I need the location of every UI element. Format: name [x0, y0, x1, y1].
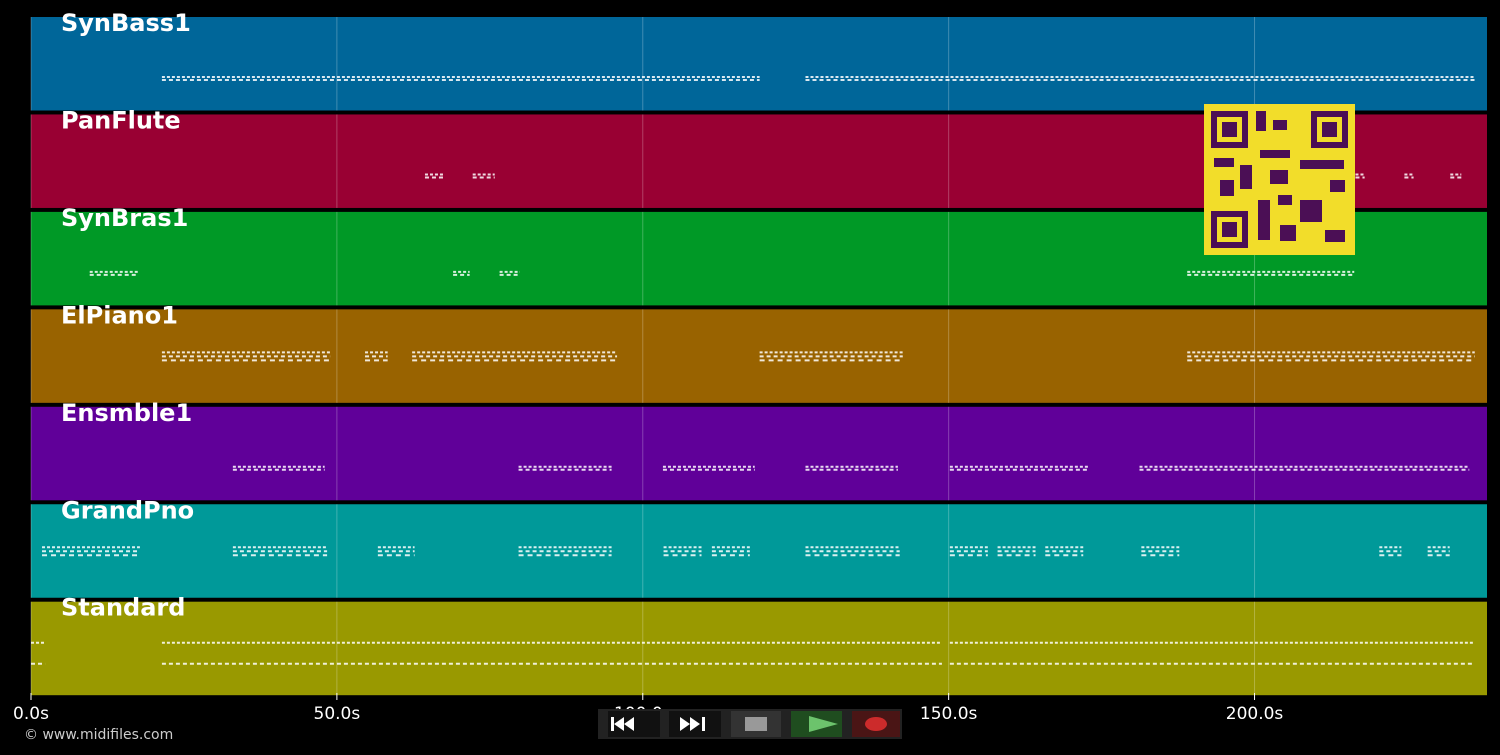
stop-button[interactable]: [731, 711, 781, 737]
tick-label: 50.0s: [314, 704, 361, 724]
note-span: [1141, 546, 1180, 557]
note-span: [1404, 173, 1414, 179]
note-span: [1139, 465, 1470, 471]
note-span: [1450, 173, 1462, 179]
track-label: SynBras1: [61, 204, 188, 232]
track-label: Ensmble1: [61, 399, 192, 427]
tick-label: 200.0s: [1226, 704, 1284, 724]
track-label: PanFlute: [61, 106, 181, 134]
note-span: [949, 546, 988, 557]
note-span: [663, 546, 702, 557]
tick-label: 150.0s: [920, 704, 978, 724]
note-span: [161, 76, 760, 81]
note-span: [1427, 546, 1450, 557]
note-span: [161, 641, 942, 665]
note-span: [1187, 351, 1475, 362]
note-span: [711, 546, 750, 557]
note-span: [1379, 546, 1402, 557]
track-lane: [31, 406, 1487, 501]
note-span: [1355, 173, 1365, 179]
note-span: [805, 465, 898, 471]
note-span: [949, 465, 1090, 471]
note-span: [518, 465, 612, 471]
track-lane: [31, 601, 1487, 696]
note-span: [805, 546, 900, 557]
note-span: [453, 270, 470, 276]
fast-forward-button[interactable]: [669, 711, 721, 737]
note-span: [232, 465, 325, 471]
note-span: [499, 270, 520, 276]
note-span: [997, 546, 1036, 557]
play-button[interactable]: [791, 711, 842, 737]
player-controls: [598, 709, 902, 739]
note-span: [518, 546, 612, 557]
track-lane: [31, 504, 1487, 598]
note-span: [365, 351, 388, 362]
note-span: [805, 76, 1475, 81]
rewind-button[interactable]: [608, 711, 660, 737]
note-span: [89, 270, 139, 276]
note-span: [1045, 546, 1084, 557]
note-span: [949, 641, 1475, 665]
track-lane: [31, 17, 1487, 111]
note-span: [472, 173, 495, 179]
track-label: SynBass1: [61, 9, 191, 37]
note-span: [377, 546, 415, 557]
tick-label: 0.0s: [13, 704, 49, 724]
copyright: © www.midifiles.com: [24, 727, 173, 743]
note-span: [662, 465, 755, 471]
note-span: [1187, 270, 1355, 276]
track-label: ElPiano1: [61, 301, 178, 329]
note-span: [412, 351, 618, 362]
track-label: Standard: [61, 594, 185, 622]
note-span: [232, 546, 328, 557]
note-span: [31, 641, 46, 665]
note-span: [759, 351, 903, 362]
track-label: GrandPno: [61, 496, 194, 524]
note-span: [424, 173, 445, 179]
note-span: [161, 351, 331, 362]
note-span: [42, 546, 140, 557]
record-button[interactable]: [852, 711, 900, 737]
qr-code: [1204, 104, 1355, 255]
